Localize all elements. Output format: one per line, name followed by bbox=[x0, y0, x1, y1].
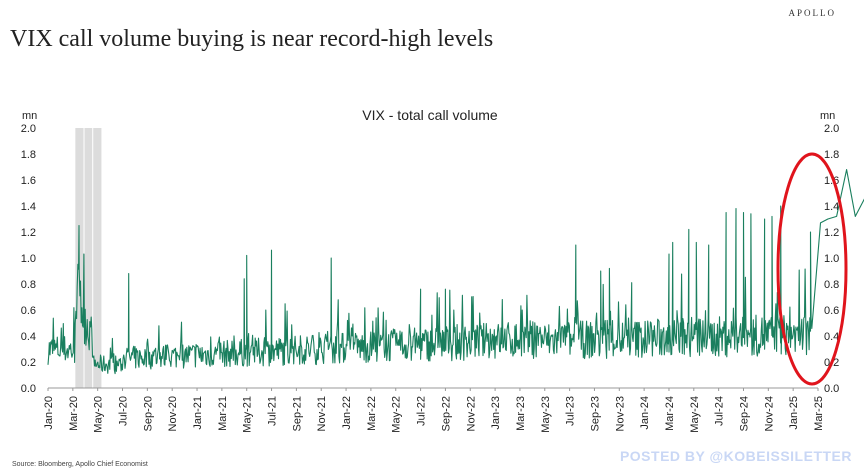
x-tick-label-8: May-21 bbox=[242, 396, 254, 433]
x-tick-label-30: Jan-25 bbox=[788, 396, 800, 430]
y-tick-left-10: 2.0 bbox=[21, 123, 36, 135]
x-tick-label-14: May-22 bbox=[391, 396, 403, 433]
y-tick-right-6: 1.2 bbox=[824, 227, 839, 239]
x-tick-label-25: Mar-24 bbox=[664, 396, 676, 431]
headline: VIX call volume buying is near record-hi… bbox=[10, 26, 494, 52]
x-tick-label-6: Jan-21 bbox=[192, 396, 204, 430]
y-tick-left-2: 0.4 bbox=[21, 331, 36, 343]
y-tick-right-5: 1.0 bbox=[824, 253, 839, 265]
credit-watermark: POSTED BY @KOBEISSILETTER bbox=[619, 448, 852, 464]
x-tick-label-15: Jul-22 bbox=[416, 396, 428, 426]
y-unit-left: mn bbox=[22, 110, 37, 122]
x-tick-label-21: Jul-23 bbox=[565, 396, 577, 426]
x-tick-label-4: Sep-20 bbox=[142, 396, 154, 431]
x-tick-label-19: Mar-23 bbox=[515, 396, 527, 431]
y-tick-right-0: 0.0 bbox=[824, 383, 839, 395]
x-tick-label-3: Jul-20 bbox=[118, 396, 130, 426]
y-tick-right-4: 0.8 bbox=[824, 279, 839, 291]
chart-title: VIX - total call volume bbox=[362, 107, 498, 123]
y-tick-left-3: 0.6 bbox=[21, 305, 36, 317]
x-tick-label-7: Mar-21 bbox=[217, 396, 229, 431]
x-tick-label-28: Sep-24 bbox=[738, 396, 750, 431]
x-tick-label-2: May-20 bbox=[93, 396, 105, 433]
x-tick-label-26: May-24 bbox=[689, 396, 701, 433]
y-tick-left-9: 1.8 bbox=[21, 149, 36, 161]
highlight-ellipse bbox=[776, 152, 848, 386]
y-tick-left-4: 0.8 bbox=[21, 279, 36, 291]
y-tick-right-9: 1.8 bbox=[824, 149, 839, 161]
brand-logo: APOLLO bbox=[788, 8, 836, 18]
x-tick-label-29: Nov-24 bbox=[763, 396, 775, 431]
x-tick-label-18: Jan-23 bbox=[490, 396, 502, 430]
x-tick-label-12: Jan-22 bbox=[341, 396, 353, 430]
x-tick-label-17: Nov-22 bbox=[465, 396, 477, 431]
x-tick-label-20: May-23 bbox=[540, 396, 552, 433]
x-tick-label-10: Sep-21 bbox=[291, 396, 303, 431]
x-tick-label-11: Nov-21 bbox=[316, 396, 328, 431]
source-note: Source: Bloomberg, Apollo Chief Economis… bbox=[12, 461, 148, 468]
y-tick-left-0: 0.0 bbox=[21, 383, 36, 395]
x-tick-label-9: Jul-21 bbox=[267, 396, 279, 426]
y-tick-left-7: 1.4 bbox=[21, 201, 36, 213]
y-tick-left-1: 0.2 bbox=[21, 357, 36, 369]
x-tick-label-0: Jan-20 bbox=[43, 396, 55, 430]
y-tick-right-7: 1.4 bbox=[824, 201, 839, 213]
y-tick-right-3: 0.6 bbox=[824, 305, 839, 317]
x-tick-label-13: Mar-22 bbox=[366, 396, 378, 431]
x-tick-label-16: Sep-22 bbox=[440, 396, 452, 431]
x-tick-label-31: Mar-25 bbox=[813, 396, 825, 431]
x-tick-label-5: Nov-20 bbox=[167, 396, 179, 431]
y-tick-right-10: 2.0 bbox=[824, 123, 839, 135]
y-tick-left-5: 1.0 bbox=[21, 253, 36, 265]
x-tick-label-24: Jan-24 bbox=[639, 396, 651, 430]
x-tick-label-23: Nov-23 bbox=[614, 396, 626, 431]
x-tick-label-22: Sep-23 bbox=[589, 396, 601, 431]
y-tick-right-2: 0.4 bbox=[824, 331, 839, 343]
y-tick-left-8: 1.6 bbox=[21, 175, 36, 187]
x-tick-label-27: Jul-24 bbox=[714, 396, 726, 426]
series-line bbox=[47, 169, 864, 375]
x-tick-label-1: Mar-20 bbox=[68, 396, 80, 431]
y-unit-right: mn bbox=[820, 110, 835, 122]
y-tick-left-6: 1.2 bbox=[21, 227, 36, 239]
